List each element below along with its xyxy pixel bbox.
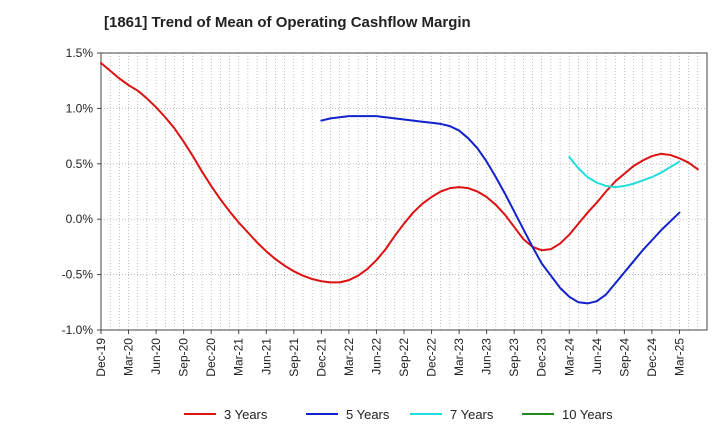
x-tick-label: Dec-23 <box>535 338 549 377</box>
x-tick-label: Dec-21 <box>314 338 328 377</box>
y-tick-label: -0.5% <box>62 268 94 282</box>
series-line-7-years <box>568 156 681 189</box>
x-tick-label: Mar-24 <box>562 338 576 376</box>
y-tick-label: 1.0% <box>66 101 94 115</box>
legend-label-7-years: 7 Years <box>450 407 494 422</box>
y-tick-label: 0.5% <box>66 157 94 171</box>
x-tick-label: Jun-23 <box>480 338 494 375</box>
y-tick-label: 1.5% <box>66 46 94 60</box>
x-tick-label: Sep-23 <box>507 338 521 377</box>
x-tick-label: Dec-22 <box>425 338 439 377</box>
legend-label-10-years: 10 Years <box>562 407 613 422</box>
series-line-5-years <box>320 115 681 305</box>
legend: 3 Years 5 Years 7 Years 10 Years <box>184 407 613 422</box>
series-layer <box>100 61 699 305</box>
x-tick-label: Mar-25 <box>672 338 686 376</box>
x-tick-label: Sep-22 <box>397 338 411 377</box>
x-tick-label: Jun-24 <box>590 338 604 375</box>
chart-title: [1861] Trend of Mean of Operating Cashfl… <box>104 14 471 31</box>
legend-label-5-years: 5 Years <box>346 407 390 422</box>
x-tick-label: Dec-20 <box>204 338 218 377</box>
x-tick-label: Mar-20 <box>122 338 136 376</box>
x-tick-label: Mar-23 <box>452 338 466 376</box>
x-tick-label: Dec-19 <box>94 338 108 377</box>
axis-layer: 1.5% 1.0% 0.5% 0.0% -0.5% -1.0%Dec-19 Mar-20 Ju… <box>62 46 708 377</box>
x-tick-label: Sep-24 <box>617 338 631 377</box>
y-tick-label: 0.0% <box>66 212 94 226</box>
x-tick-label: Jun-22 <box>369 338 383 375</box>
x-tick-label: Jun-21 <box>259 338 273 375</box>
series-line-3-years <box>100 61 699 284</box>
x-tick-label: Dec-24 <box>645 338 659 377</box>
x-tick-label: Jun-20 <box>149 338 163 375</box>
grid-layer <box>101 52 707 331</box>
legend-label-3-years: 3 Years <box>224 407 268 422</box>
x-tick-label: Mar-22 <box>342 338 356 376</box>
x-tick-label: Sep-21 <box>287 338 301 377</box>
y-tick-label: -1.0% <box>62 323 94 337</box>
x-tick-label: Mar-21 <box>232 338 246 376</box>
x-tick-label: Sep-20 <box>177 338 191 377</box>
